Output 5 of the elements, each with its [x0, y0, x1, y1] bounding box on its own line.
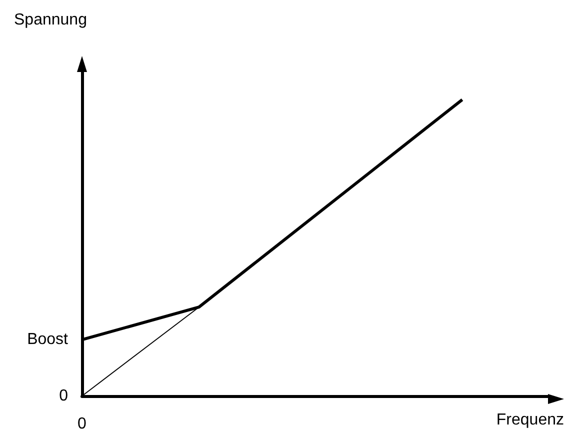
y-axis-title: Spannung [14, 12, 87, 28]
text: 0 [78, 416, 87, 432]
text: Boost [27, 331, 69, 348]
x-axis-title: Frequenz [496, 412, 564, 428]
text: 0 [59, 388, 68, 404]
